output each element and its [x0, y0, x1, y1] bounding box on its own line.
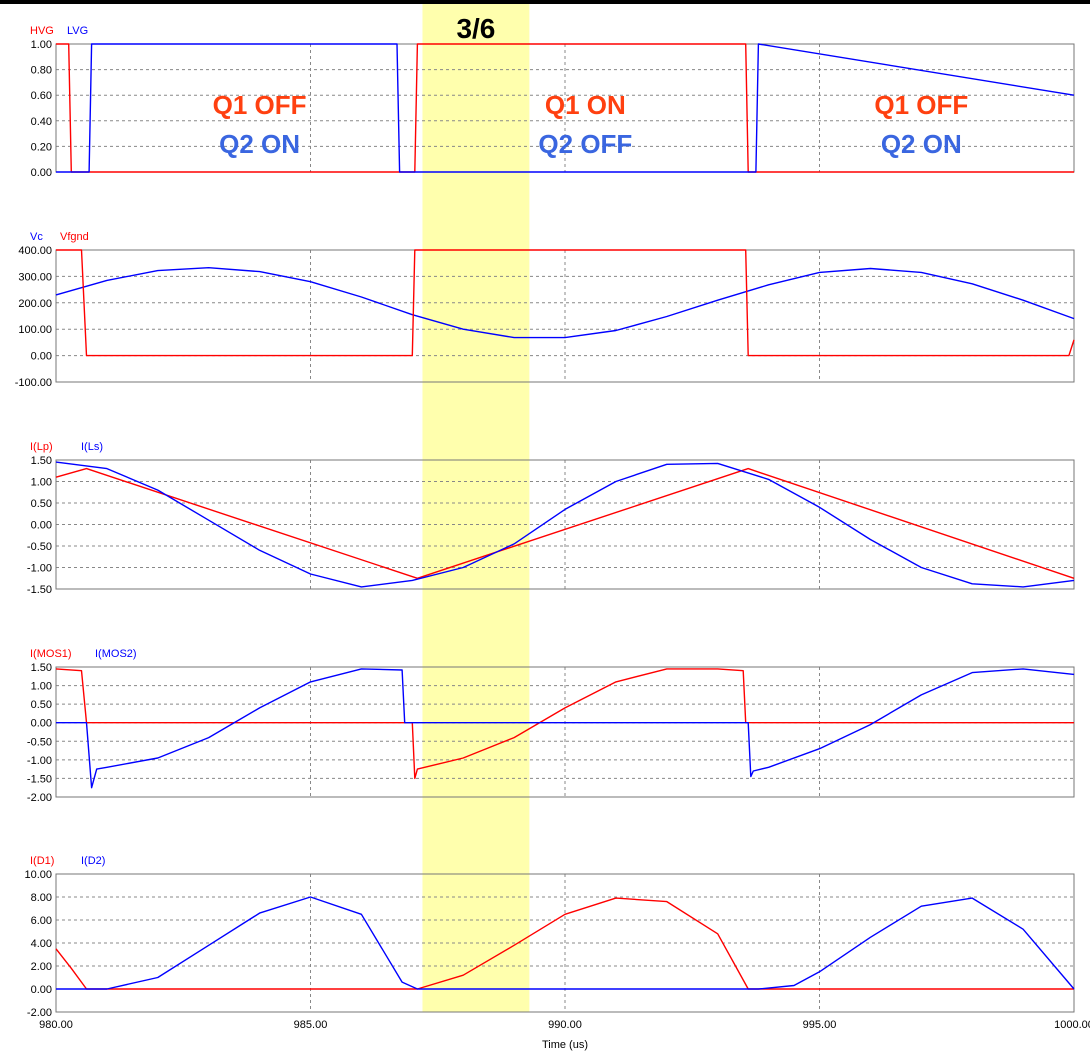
legend-entry-hvg: HVG — [30, 25, 54, 37]
x-tick-label: 985.00 — [294, 1019, 328, 1031]
series-line-i-mos1- — [55, 668, 1074, 780]
y-tick-label: 0.80 — [31, 65, 52, 77]
series-line-lvg — [56, 43, 1075, 173]
state-label-q2: Q2 OFF — [538, 129, 632, 159]
y-tick-label: 200.00 — [18, 298, 52, 310]
top-border — [0, 0, 1090, 4]
y-tick-label: 1.50 — [31, 662, 52, 674]
chart-panel-3: 1.50 1.00 0.50 0.00 -0.50 -1.00 -1.50 I(Lp) I(Ls… — [27, 441, 1075, 596]
y-tick-label: 10.00 — [24, 869, 52, 881]
y-tick-label: 0.00 — [31, 351, 52, 363]
y-tick-label: 0.00 — [31, 984, 52, 996]
legend-entry-i-d2-: I(D2) — [81, 855, 105, 867]
series-line-i-lp- — [55, 467, 1075, 579]
y-tick-label: -1.00 — [27, 563, 52, 575]
y-tick-label: 0.00 — [31, 718, 52, 730]
y-tick-label: 100.00 — [18, 324, 52, 336]
legend-entry-vfgnd: Vfgnd — [60, 231, 89, 243]
y-tick-label: 1.50 — [31, 455, 52, 467]
legend-entry-i-d1-: I(D1) — [30, 855, 54, 867]
legend-entry-lvg: LVG — [67, 25, 88, 37]
y-tick-label: 0.50 — [31, 699, 52, 711]
plot-frame — [55, 666, 1075, 798]
overlay-layer: 3/6 Q1 OFF Q2 ON Q1 ON Q2 OFF Q1 OFF Q2 ON — [213, 13, 969, 159]
y-tick-label: -100.00 — [15, 377, 52, 389]
series-line-i-ls- — [55, 461, 1075, 588]
highlight-band — [422, 4, 530, 1012]
legend-entry-i-mos1-: I(MOS1) — [30, 648, 72, 660]
state-label-q1: Q1 ON — [545, 90, 626, 120]
series-line-vc — [55, 267, 1075, 339]
chart-panel-2: 400.00 300.00 200.00 100.00 0.00 -100.00 Vc Vfg… — [15, 231, 1075, 389]
y-tick-label: 300.00 — [18, 271, 52, 283]
x-axis-label: Time (us) — [542, 1039, 588, 1051]
y-tick-label: 1.00 — [31, 681, 52, 693]
y-tick-label: 8.00 — [31, 892, 52, 904]
y-tick-label: 0.50 — [31, 498, 52, 510]
y-tick-label: -1.50 — [27, 584, 52, 596]
y-tick-label: 0.00 — [31, 167, 52, 179]
y-tick-label: -2.00 — [27, 792, 52, 804]
background-layer — [422, 4, 530, 1012]
y-tick-label: 1.00 — [31, 477, 52, 489]
y-tick-label: -2.00 — [27, 1007, 52, 1019]
legend-entry-i-mos2-: I(MOS2) — [95, 648, 137, 660]
plot-frame — [55, 873, 1075, 1013]
y-tick-label: 0.20 — [31, 141, 52, 153]
series-line-vfgnd — [56, 249, 1075, 357]
state-label-q1: Q1 OFF — [213, 90, 307, 120]
y-tick-label: 6.00 — [31, 915, 52, 927]
y-tick-label: 4.00 — [31, 938, 52, 950]
y-tick-label: -0.50 — [27, 541, 52, 553]
x-tick-label: 1000.00 — [1054, 1019, 1090, 1031]
chart-panel-1: 1.00 0.80 0.60 0.40 0.20 0.00 HVG LVG — [30, 25, 1075, 179]
series-line-i-mos2- — [56, 668, 1075, 789]
x-tick-label: 990.00 — [548, 1019, 582, 1031]
plots-layer: 1.00 0.80 0.60 0.40 0.20 0.00 HVG LVG 400.00 300.… — [15, 25, 1090, 1051]
y-tick-label: 400.00 — [18, 245, 52, 257]
y-tick-label: -1.00 — [27, 755, 52, 767]
plot-frame — [55, 459, 1075, 590]
state-label-q1: Q1 OFF — [874, 90, 968, 120]
legend-entry-i-ls-: I(Ls) — [81, 441, 103, 453]
highlight-label: 3/6 — [456, 13, 495, 44]
y-tick-label: 1.00 — [31, 39, 52, 51]
chart-panel-4: 1.50 1.00 0.50 0.00 -0.50 -1.00 -1.50 -2.00 I(MO… — [27, 648, 1075, 804]
y-tick-label: -1.50 — [27, 773, 52, 785]
y-tick-label: 2.00 — [31, 961, 52, 973]
legend-entry-i-lp-: I(Lp) — [30, 441, 53, 453]
x-tick-label: 980.00 — [39, 1019, 73, 1031]
series-line-hvg — [56, 43, 1074, 173]
series-line-i-d2- — [56, 896, 1075, 990]
chart-panel-5: 10.00 8.00 6.00 4.00 2.00 0.00 -2.00 I(D1) I(D2)… — [24, 855, 1090, 1051]
y-tick-label: -0.50 — [27, 736, 52, 748]
x-tick-label: 995.00 — [803, 1019, 837, 1031]
series-line-i-d1- — [55, 897, 1074, 990]
legend-entry-vc: Vc — [30, 231, 43, 243]
y-tick-label: 0.40 — [31, 116, 52, 128]
y-tick-label: 0.60 — [31, 90, 52, 102]
state-label-q2: Q2 ON — [881, 129, 962, 159]
y-tick-label: 0.00 — [31, 520, 52, 532]
state-label-q2: Q2 ON — [219, 129, 300, 159]
